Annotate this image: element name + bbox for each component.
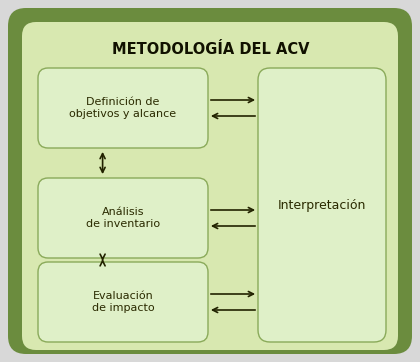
Text: Definición de
objetivos y alcance: Definición de objetivos y alcance <box>69 97 176 119</box>
FancyBboxPatch shape <box>38 68 208 148</box>
Text: METODOLOGÍA DEL ACV: METODOLOGÍA DEL ACV <box>112 42 310 58</box>
FancyBboxPatch shape <box>38 262 208 342</box>
Text: Evaluación
de impacto: Evaluación de impacto <box>92 291 154 313</box>
FancyBboxPatch shape <box>38 178 208 258</box>
Text: Análisis
de inventario: Análisis de inventario <box>86 207 160 229</box>
FancyBboxPatch shape <box>258 68 386 342</box>
FancyBboxPatch shape <box>8 8 412 354</box>
FancyBboxPatch shape <box>22 22 398 350</box>
Text: Interpretación: Interpretación <box>278 198 366 211</box>
